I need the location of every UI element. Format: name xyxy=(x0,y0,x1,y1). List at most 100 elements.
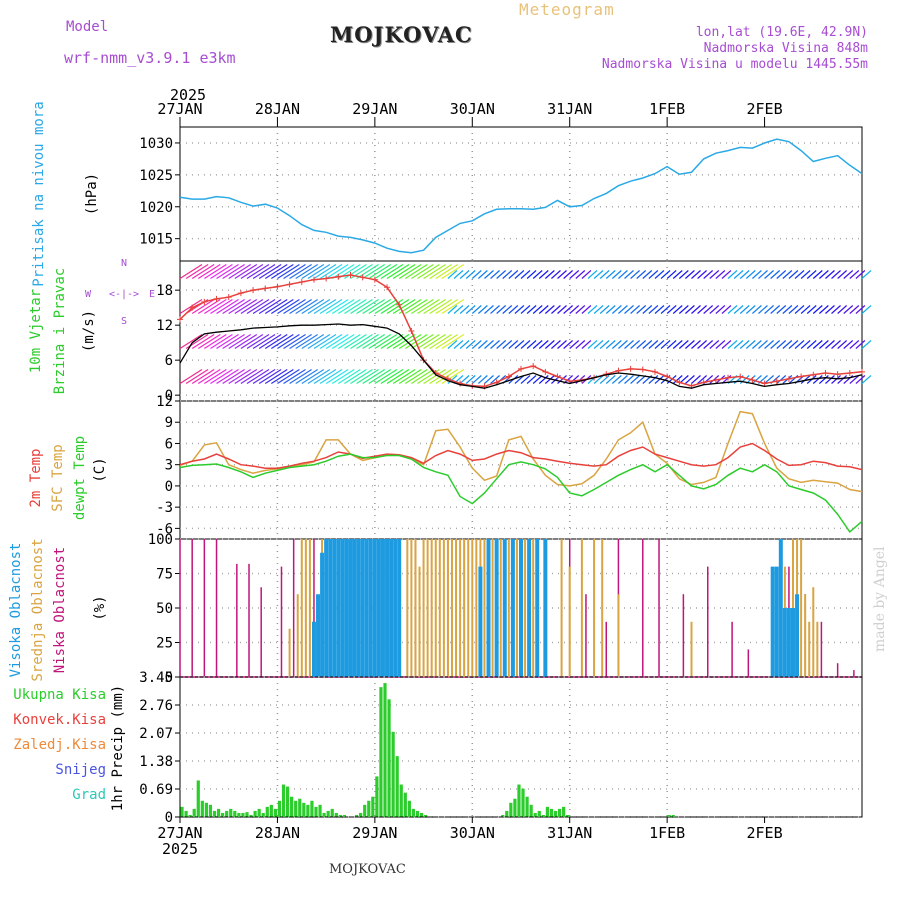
precip-bar xyxy=(306,804,310,817)
wind-barb xyxy=(648,375,659,384)
wind-barb xyxy=(618,305,628,314)
wind-barb xyxy=(477,375,488,384)
low-cloud-ylabel: Niska Oblacnost xyxy=(52,547,68,673)
wind-barb xyxy=(843,340,854,349)
wind-barb xyxy=(788,270,799,279)
wind-barb xyxy=(697,375,707,384)
pressure-ylabel-title: Pritisak na nivou mora xyxy=(31,101,47,286)
wind-barb xyxy=(544,305,555,314)
wind-barb xyxy=(222,263,245,280)
wind-barb xyxy=(484,270,494,279)
wind-barb xyxy=(490,340,500,349)
wind-barb xyxy=(599,340,610,349)
wind-barb xyxy=(630,305,641,314)
wind-barb xyxy=(246,333,270,350)
model-label: Model xyxy=(66,19,109,35)
wind-barb xyxy=(764,375,774,384)
wind-barb xyxy=(794,340,805,349)
wind-barb xyxy=(788,305,799,314)
wind-barb xyxy=(520,340,531,349)
wind-barb xyxy=(812,305,823,314)
gust-marker xyxy=(859,368,865,375)
precip-legend-item: Grad xyxy=(72,787,106,803)
precip-bar xyxy=(273,808,277,817)
wind-barb xyxy=(605,340,616,349)
precip-bar xyxy=(354,814,359,817)
wind-barb xyxy=(770,340,781,349)
wind-ytick-label: 6 xyxy=(165,353,173,369)
wind-ylabel-title-1: 10m Vjetar xyxy=(28,289,44,373)
wind-barb xyxy=(825,375,835,384)
wind-barb xyxy=(246,263,270,280)
wind-barb xyxy=(331,263,355,280)
wind-barb xyxy=(222,368,245,385)
wind-barb xyxy=(770,305,781,314)
wind-barb xyxy=(563,305,574,314)
wind-barb xyxy=(837,270,848,279)
wind-barb xyxy=(520,375,531,384)
wind-barb xyxy=(337,368,361,385)
precip-bar xyxy=(363,804,367,817)
wind-barb xyxy=(563,340,574,349)
wind-barb xyxy=(849,375,860,384)
wind-barb xyxy=(672,340,683,349)
wind-barb xyxy=(271,333,294,350)
wind-barb xyxy=(240,263,264,280)
wind-barb xyxy=(666,270,677,279)
wind-barb xyxy=(618,340,628,349)
wind-barb xyxy=(703,340,714,349)
wind-barb xyxy=(264,263,288,280)
wind-barb xyxy=(191,333,215,350)
wind-barb xyxy=(709,340,720,349)
wind-barb xyxy=(551,270,561,279)
precip-bar xyxy=(318,804,322,817)
wind-barb xyxy=(368,298,392,315)
x-tick-top-label: 31JAN xyxy=(547,100,592,118)
wind-barb xyxy=(204,263,227,280)
precip-bar xyxy=(419,812,424,817)
wind-barb xyxy=(569,305,580,314)
wind-barb xyxy=(538,375,549,384)
precip-bar xyxy=(265,806,269,817)
wind-barb xyxy=(721,340,732,349)
precip-bar xyxy=(245,812,249,817)
dewpt-line xyxy=(179,453,863,534)
wind-barb xyxy=(806,305,817,314)
wind-barb xyxy=(240,298,264,315)
x-tick-bottom-label: 31JAN xyxy=(547,824,592,842)
precip-legend-item: Konvek.Kisa xyxy=(13,712,106,728)
wind-barb xyxy=(362,298,386,315)
wind-barb xyxy=(532,375,543,384)
wind-barb xyxy=(843,305,854,314)
wind-barb xyxy=(569,270,580,279)
wind-barb xyxy=(837,340,848,349)
precip-bar xyxy=(509,802,513,817)
wind-barb xyxy=(745,305,756,314)
wind-barb xyxy=(715,305,726,314)
wind-barb xyxy=(831,270,841,279)
wind-barb xyxy=(636,270,647,279)
wind-barb xyxy=(404,298,428,315)
wind-barb xyxy=(411,263,434,280)
wind-barb xyxy=(337,298,361,315)
wind-barb xyxy=(441,263,465,280)
precip-bar xyxy=(294,800,298,817)
x-tick-top-label: 2FEB xyxy=(747,100,783,118)
wind-barb xyxy=(611,375,622,384)
wind-barb xyxy=(350,298,373,315)
wind-barb xyxy=(794,270,805,279)
wind-barb xyxy=(447,270,458,279)
wind-barb xyxy=(210,298,233,315)
wind-barb xyxy=(703,305,714,314)
wind-barb xyxy=(502,340,513,349)
compass-south: S xyxy=(121,316,127,327)
wind-barb xyxy=(745,340,756,349)
wind-barb xyxy=(691,305,701,314)
precip-bar xyxy=(521,788,525,817)
precip-ytick-label: 2.07 xyxy=(139,726,173,742)
wind-barb xyxy=(465,270,476,279)
wind-barb xyxy=(344,368,367,385)
wind-barb xyxy=(313,333,337,350)
wind-barb xyxy=(691,375,701,384)
wind-barb xyxy=(654,375,665,384)
